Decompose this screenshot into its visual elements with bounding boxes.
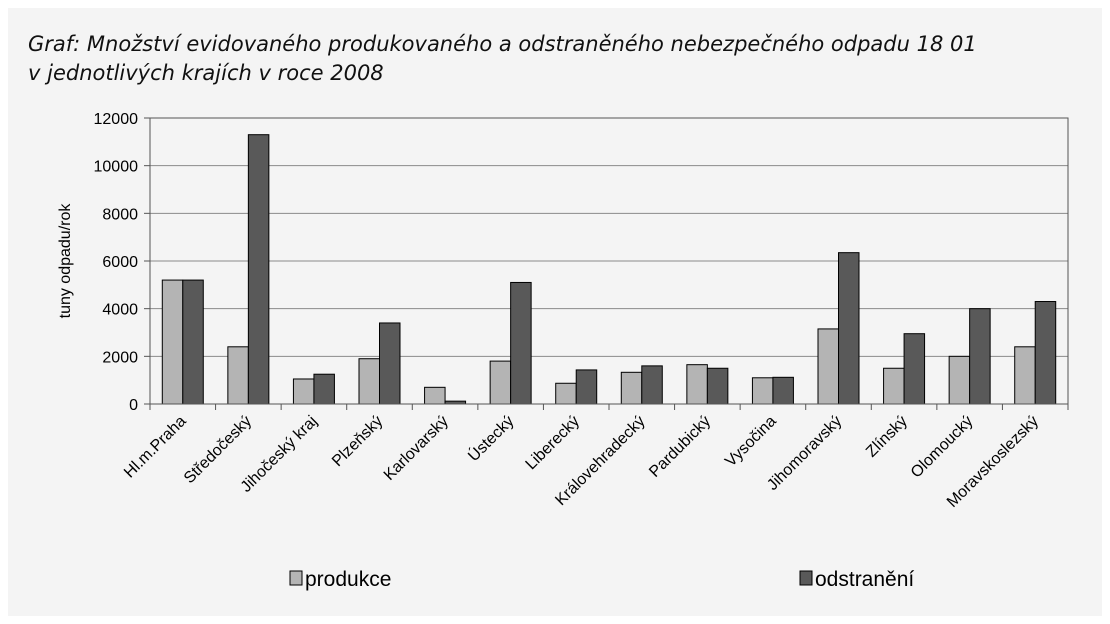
x-category-label: Hl.m.Praha <box>121 413 190 482</box>
bar-odstranění-0 <box>182 279 204 405</box>
bar-produkce-6 <box>555 382 577 405</box>
bar-odstranění-11 <box>903 333 926 405</box>
chart-title-line-2: v jednotlivých krajích v roce 2008 <box>28 61 384 85</box>
x-category-label: Ústecký <box>464 411 518 465</box>
x-category-label: Karlovarský <box>381 413 452 484</box>
bar-produkce-5 <box>489 360 512 405</box>
x-category-label: Plzeňský <box>329 413 386 470</box>
bar-produkce-8 <box>686 364 708 405</box>
bar-produkce-9 <box>751 377 774 405</box>
x-category-label: Olomoucký <box>908 413 977 482</box>
x-category-label: Vysočina <box>722 413 780 471</box>
gridlines <box>150 165 1068 357</box>
y-axis-label: tuny odpadu/rok <box>57 203 74 319</box>
chart-title: Graf: Množství evidovaného produkovaného… <box>28 30 1088 88</box>
y-tick-label: 10000 <box>94 159 139 176</box>
bar-produkce-12 <box>948 355 971 405</box>
bar-odstranění-1 <box>247 134 270 405</box>
bar-produkce-3 <box>358 358 380 405</box>
bar-odstranění-3 <box>379 322 401 405</box>
bar-produkce-1 <box>227 346 249 405</box>
bar-produkce-4 <box>424 386 446 405</box>
legend: produkce odstranění <box>289 568 914 591</box>
bar-odstranění-8 <box>706 367 729 405</box>
y-tick-label: 4000 <box>102 302 138 319</box>
bar-produkce-7 <box>620 371 643 405</box>
x-category-label: Zlínský <box>863 413 911 461</box>
y-tick-label: 0 <box>129 397 138 414</box>
bar-odstranění-5 <box>510 281 532 405</box>
x-category-label: Liberecký <box>523 413 583 473</box>
bar-odstranění-7 <box>641 365 663 405</box>
bar-produkce-13 <box>1014 346 1036 405</box>
bar-produkce-2 <box>292 378 315 405</box>
bar-odstranění-6 <box>575 369 598 405</box>
bar-odstranění-2 <box>313 373 335 405</box>
bar-odstranění-9 <box>772 376 794 405</box>
y-tick-label: 8000 <box>102 206 138 223</box>
y-tick-label: 2000 <box>102 349 138 366</box>
legend-swatch-odstranění <box>799 570 813 586</box>
x-category-label: Pardubický <box>646 413 714 481</box>
legend-label-odstranění: odstranění <box>815 568 914 591</box>
bars <box>161 134 1057 405</box>
bar-odstranění-12 <box>969 308 991 405</box>
legend-label-produkce: produkce <box>305 568 391 591</box>
y-tick-label: 6000 <box>102 254 138 271</box>
y-axis-ticks: 0 2000 4000 6000 8000 10000 12000 <box>94 111 150 414</box>
bar-odstranění-13 <box>1034 301 1057 405</box>
x-category-label: Středočeský <box>181 413 255 487</box>
bar-odstranění-10 <box>838 252 860 405</box>
bar-produkce-0 <box>161 279 184 405</box>
bar-produkce-11 <box>883 367 905 405</box>
bar-produkce-10 <box>817 328 839 405</box>
legend-swatch-produkce <box>289 570 303 586</box>
y-tick-label: 12000 <box>94 111 139 128</box>
chart-title-line-1: Graf: Množství evidovaného produkovaného… <box>28 32 977 56</box>
